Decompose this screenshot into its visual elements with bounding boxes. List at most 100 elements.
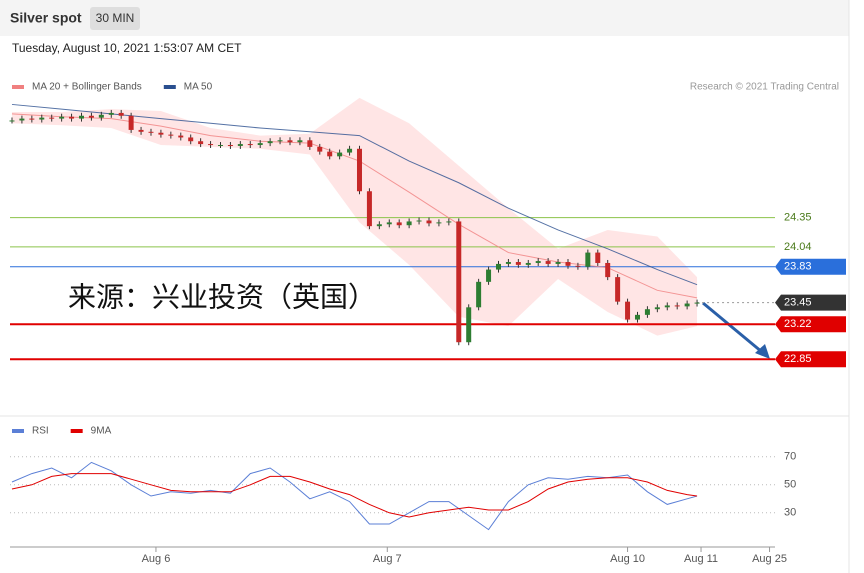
candle: [644, 309, 650, 315]
candle: [138, 129, 144, 132]
candle: [178, 135, 184, 138]
level-label: 22.85: [784, 353, 812, 365]
candle: [684, 303, 690, 307]
candle: [634, 314, 640, 320]
x-tick-label: Aug 7: [373, 553, 402, 565]
x-tick-label: Aug 25: [752, 553, 787, 565]
candle: [535, 261, 541, 263]
legend-swatch: [12, 85, 24, 89]
y-tick-label: 50: [784, 479, 796, 491]
candle: [217, 145, 223, 147]
candle: [625, 301, 631, 320]
watermark: 来源：兴业投资（英国）: [68, 281, 376, 312]
forecast-arrowhead: [755, 344, 770, 359]
candle: [128, 115, 134, 130]
candle: [575, 265, 581, 267]
candle: [466, 307, 472, 343]
candle: [605, 262, 611, 278]
candle: [168, 134, 174, 136]
candle: [446, 221, 452, 223]
candle: [247, 144, 253, 146]
y-tick-label: 70: [784, 451, 796, 463]
level-label: 24.04: [784, 241, 812, 253]
candle: [59, 116, 65, 119]
date: Tuesday, August 10, 2021 1:53:07 AM CET: [12, 41, 242, 55]
candle: [366, 191, 372, 227]
candle: [69, 116, 75, 119]
candle: [9, 120, 15, 122]
candle: [694, 302, 700, 304]
y-tick-label: 30: [784, 507, 796, 519]
candle: [257, 143, 263, 146]
candle: [287, 140, 293, 143]
timeframe[interactable]: 30 MIN: [96, 11, 135, 25]
candle: [118, 112, 124, 116]
legend-label: MA 50: [184, 82, 213, 93]
candle: [29, 118, 35, 120]
candle: [277, 140, 283, 142]
credit: Research © 2021 Trading Central: [690, 82, 839, 93]
level-label-box: [775, 351, 846, 368]
candle: [327, 151, 333, 157]
candle: [674, 305, 680, 307]
level-label-box: [775, 294, 846, 311]
legend-swatch: [70, 429, 83, 433]
x-tick-label: Aug 6: [142, 553, 171, 565]
level-label: 23.22: [784, 318, 812, 330]
candle: [515, 262, 521, 265]
candle: [436, 222, 442, 224]
candle: [307, 140, 313, 147]
rsi-line: [11, 461, 698, 531]
forecast-arrow: [702, 301, 763, 354]
candle: [615, 277, 621, 302]
candle: [595, 252, 601, 263]
candle: [406, 221, 412, 226]
candle: [78, 115, 84, 119]
level-label-box: [775, 258, 846, 275]
candle: [198, 141, 204, 145]
candle: [267, 141, 273, 144]
title: Silver spot: [10, 10, 82, 26]
candle: [654, 307, 660, 310]
level-label: 24.35: [784, 212, 812, 224]
legend-label: 9MA: [91, 426, 112, 437]
candle: [416, 220, 422, 222]
candle: [108, 112, 114, 115]
timeframe-button[interactable]: [90, 7, 140, 30]
candle: [386, 222, 392, 225]
candle: [486, 269, 492, 282]
header-bar: [0, 0, 849, 36]
candle: [19, 118, 25, 121]
candle: [98, 114, 104, 118]
candle: [664, 305, 670, 308]
candle: [565, 262, 571, 266]
candle: [505, 262, 511, 264]
legend-swatch: [12, 429, 24, 433]
candle: [188, 137, 194, 142]
x-tick-label: Aug 10: [610, 553, 645, 565]
candle: [227, 145, 233, 147]
candle: [525, 262, 531, 265]
candle: [356, 148, 362, 192]
rsi-line: [11, 473, 698, 518]
candle: [88, 115, 94, 118]
candle: [376, 224, 382, 227]
level-label: 23.83: [784, 261, 812, 273]
level-label-box: [775, 316, 846, 333]
candle: [426, 220, 432, 224]
candle: [208, 144, 214, 146]
candle: [49, 117, 55, 119]
level-label: 23.45: [784, 297, 812, 309]
candle: [237, 144, 243, 146]
candle: [158, 132, 164, 135]
candle: [317, 146, 323, 152]
candle: [347, 148, 353, 153]
candle: [476, 281, 482, 308]
ma50-line: [11, 103, 698, 286]
candle: [495, 263, 501, 270]
legend-label: MA 20 + Bollinger Bands: [32, 82, 142, 93]
legend-swatch: [163, 85, 176, 89]
candle: [297, 140, 303, 143]
legend-label: RSI: [32, 426, 49, 437]
